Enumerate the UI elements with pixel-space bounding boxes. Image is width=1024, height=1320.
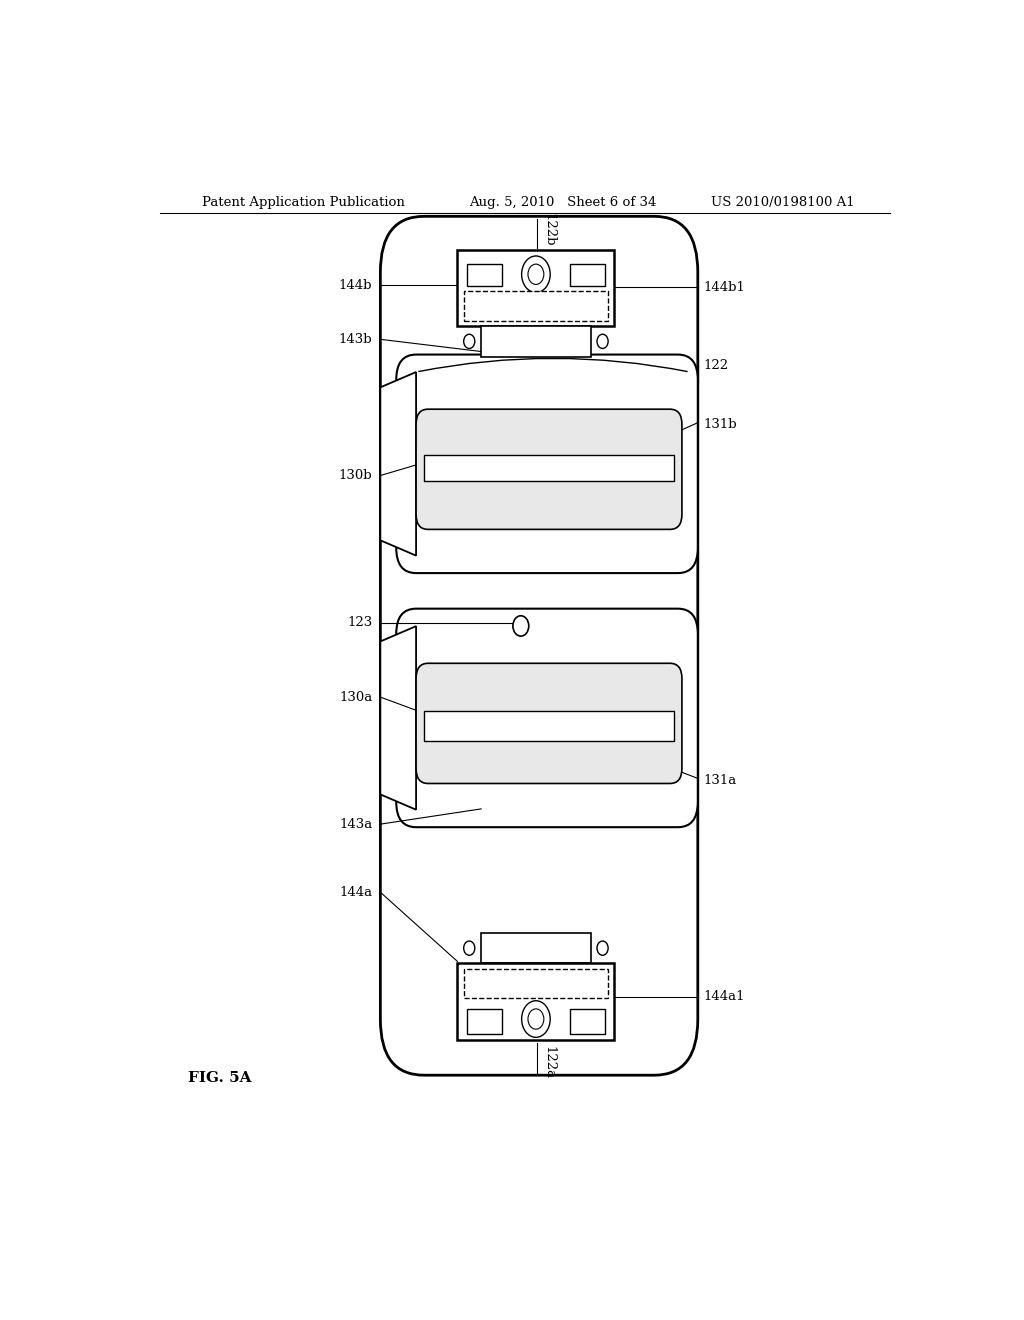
Text: 144b1: 144b1 <box>703 281 745 294</box>
Text: 131b: 131b <box>703 418 737 432</box>
Bar <box>467 1008 502 1034</box>
Bar <box>458 249 614 326</box>
Circle shape <box>521 1001 550 1038</box>
Text: 123: 123 <box>347 616 373 630</box>
Bar <box>481 933 591 964</box>
FancyBboxPatch shape <box>380 216 697 1076</box>
Bar <box>464 290 608 321</box>
Bar <box>464 969 608 998</box>
Circle shape <box>597 941 608 956</box>
FancyArrowPatch shape <box>419 358 687 371</box>
Text: 143b: 143b <box>339 333 373 346</box>
Bar <box>481 326 591 356</box>
Circle shape <box>464 941 475 956</box>
Text: 130a: 130a <box>339 690 373 704</box>
Text: 144a: 144a <box>339 886 373 899</box>
Text: 143a: 143a <box>339 817 373 830</box>
Bar <box>424 711 674 742</box>
Text: 122b: 122b <box>543 213 555 247</box>
Text: 144a1: 144a1 <box>703 990 744 1003</box>
Circle shape <box>464 334 475 348</box>
Text: Patent Application Publication: Patent Application Publication <box>202 195 404 209</box>
Circle shape <box>528 264 544 284</box>
Bar <box>467 264 502 286</box>
Text: FIG. 5A: FIG. 5A <box>187 1072 251 1085</box>
Text: 122: 122 <box>703 359 728 372</box>
FancyBboxPatch shape <box>396 609 697 828</box>
Bar <box>424 455 674 482</box>
Circle shape <box>521 256 550 293</box>
Text: 131a: 131a <box>703 774 736 787</box>
Circle shape <box>513 615 528 636</box>
Polygon shape <box>380 372 416 556</box>
Text: 122a: 122a <box>543 1047 555 1080</box>
Bar <box>570 1008 605 1034</box>
Bar <box>458 964 614 1040</box>
Text: Aug. 5, 2010   Sheet 6 of 34: Aug. 5, 2010 Sheet 6 of 34 <box>469 195 656 209</box>
Circle shape <box>528 1008 544 1030</box>
Text: 144b: 144b <box>339 279 373 292</box>
Bar <box>570 264 605 286</box>
FancyBboxPatch shape <box>396 355 697 573</box>
Text: US 2010/0198100 A1: US 2010/0198100 A1 <box>712 195 855 209</box>
FancyBboxPatch shape <box>416 409 682 529</box>
Circle shape <box>597 334 608 348</box>
Text: 130b: 130b <box>339 469 373 482</box>
FancyBboxPatch shape <box>416 663 682 784</box>
Polygon shape <box>380 626 416 809</box>
